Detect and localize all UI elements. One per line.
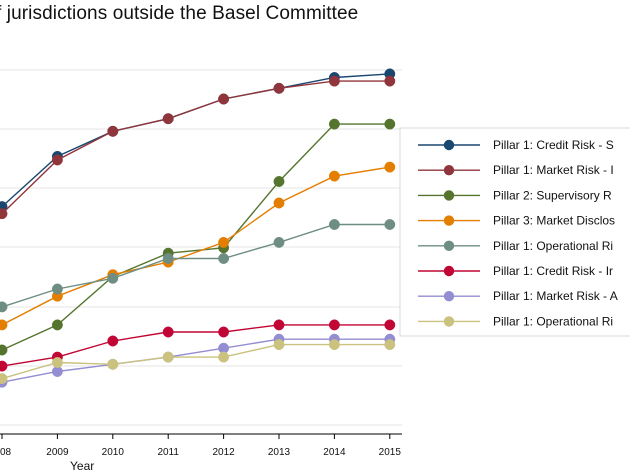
legend-label: Pillar 3: Market Disclos — [493, 214, 615, 228]
data-point — [273, 339, 285, 351]
series-line — [1, 338, 390, 383]
x-tick-label: 2012 — [212, 447, 235, 458]
series-group — [0, 161, 396, 331]
legend-label: Pillar 1: Credit Risk - S — [493, 138, 614, 152]
data-point — [51, 357, 63, 368]
legend-label: Pillar 1: Operational Ri — [493, 314, 613, 328]
series-line — [1, 73, 390, 208]
x-tick-label: 2011 — [157, 447, 179, 458]
data-point — [0, 301, 8, 313]
data-point — [0, 360, 8, 372]
data-point — [384, 161, 396, 173]
data-point — [162, 113, 174, 125]
legend-label: Pillar 1: Market Risk - I — [493, 163, 614, 177]
data-point — [384, 219, 396, 230]
legend-item: Pillar 1: Operational Ri — [418, 239, 613, 253]
data-point — [384, 75, 396, 87]
data-point — [162, 351, 174, 363]
legend-item: Pillar 1: Market Risk - A — [418, 289, 618, 303]
legend-item: Pillar 1: Market Risk - I — [418, 163, 614, 177]
series-line — [1, 80, 390, 215]
series-line — [1, 123, 390, 351]
legend-item: Pillar 1: Operational Ri — [418, 314, 613, 328]
data-point — [51, 319, 63, 331]
data-point — [218, 351, 230, 363]
x-tick-label: 2014 — [323, 447, 346, 458]
series-line — [1, 324, 390, 367]
data-point — [162, 253, 174, 264]
legend — [399, 127, 630, 337]
legend-item: Pillar 3: Market Disclos — [418, 214, 615, 228]
legend-item: Pillar 1: Credit Risk - Ir — [418, 264, 613, 278]
series-group — [0, 339, 396, 385]
x-tick-label: 08 — [0, 447, 12, 458]
series-line — [1, 343, 390, 380]
x-tick-label: 2013 — [268, 447, 291, 458]
legend-swatch-marker — [443, 190, 455, 201]
legend-swatch-marker — [443, 265, 455, 277]
data-point — [384, 118, 396, 130]
data-point — [328, 339, 340, 351]
data-point — [218, 93, 230, 105]
data-point — [107, 272, 119, 284]
data-point — [273, 82, 285, 94]
data-point — [328, 219, 340, 230]
data-point — [0, 344, 8, 356]
legend-swatch-marker — [443, 316, 455, 327]
series-group — [0, 68, 396, 213]
legend-item: Pillar 2: Supervisory R — [418, 188, 612, 202]
legend-swatch-marker — [443, 291, 455, 302]
series-group — [0, 219, 396, 313]
x-tick-label: 2009 — [46, 447, 69, 458]
data-point — [107, 335, 119, 347]
data-point — [218, 253, 230, 264]
legend-label: Pillar 1: Market Risk - A — [493, 289, 618, 303]
legend-swatch-marker — [443, 240, 455, 251]
data-point — [0, 319, 8, 331]
data-point — [384, 319, 396, 331]
data-point — [218, 326, 230, 338]
data-point — [218, 236, 230, 248]
legend-swatch-marker — [443, 165, 455, 176]
data-point — [162, 326, 174, 338]
series-group — [0, 319, 396, 372]
legend-swatch-marker — [443, 139, 455, 151]
legend-label: Pillar 2: Supervisory R — [493, 188, 612, 202]
data-point — [107, 358, 119, 370]
data-point — [273, 176, 285, 187]
x-tick-label: 2010 — [102, 447, 125, 458]
legend-label: Pillar 1: Operational Ri — [493, 239, 613, 253]
data-point — [0, 208, 8, 220]
data-point — [384, 339, 396, 351]
data-point — [328, 75, 340, 87]
data-point — [0, 373, 8, 385]
series-line — [1, 223, 390, 308]
data-point — [328, 319, 340, 331]
data-point — [273, 236, 285, 248]
data-point — [51, 283, 63, 295]
data-point — [328, 118, 340, 130]
chart-title: f jurisdictions outside the Basel Commit… — [0, 3, 359, 24]
data-point — [107, 125, 119, 137]
x-axis-title: Year — [70, 459, 94, 473]
legend-swatch-marker — [443, 215, 455, 226]
legend-item: Pillar 1: Credit Risk - S — [418, 138, 614, 152]
data-point — [273, 319, 285, 331]
series-group — [0, 75, 396, 220]
legend-label: Pillar 1: Credit Risk - Ir — [493, 264, 613, 278]
x-tick-label: 2015 — [379, 447, 402, 458]
data-point — [273, 197, 285, 209]
series-line — [1, 166, 390, 326]
data-point — [51, 154, 63, 166]
data-point — [328, 170, 340, 182]
